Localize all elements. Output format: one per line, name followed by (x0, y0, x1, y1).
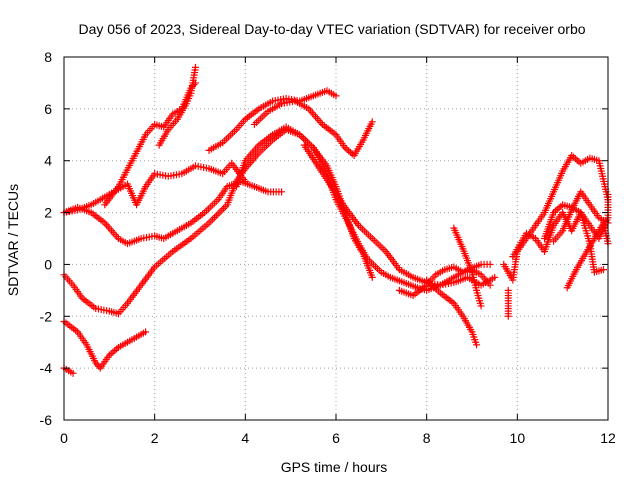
data-point (241, 177, 249, 185)
data-point (553, 205, 561, 213)
data-point (573, 156, 581, 164)
data-points (60, 63, 612, 377)
y-tick-label: 2 (44, 205, 52, 221)
data-point (504, 312, 512, 320)
data-point (343, 145, 351, 153)
data-point (142, 328, 150, 336)
y-axis-label: SDTVAR / TECUs (5, 184, 21, 296)
x-tick-label: 4 (241, 430, 249, 446)
data-point (207, 217, 215, 225)
data-point (69, 369, 77, 377)
data-point (209, 215, 217, 223)
data-point (473, 341, 481, 349)
x-tick-label: 6 (332, 430, 340, 446)
data-point (599, 266, 607, 274)
series-track-b (60, 317, 150, 372)
series-track-c (60, 126, 376, 318)
data-point (368, 273, 376, 281)
y-tick-label: -2 (40, 308, 53, 324)
series-track-h (205, 87, 340, 154)
data-point (93, 361, 101, 369)
series-track-k (300, 141, 499, 289)
data-point (216, 208, 224, 216)
x-tick-label: 0 (60, 430, 68, 446)
y-tick-label: -6 (40, 412, 53, 428)
x-tick-label: 10 (510, 430, 526, 446)
data-point (486, 260, 494, 268)
x-tick-label: 8 (423, 430, 431, 446)
axis-ticks: 0 2 4 6 8 10 12 -6 -4 -2 0 2 4 6 8 (40, 49, 616, 446)
series-track-f (101, 79, 199, 209)
series-track-g (155, 63, 199, 149)
data-point (557, 202, 565, 210)
data-point (109, 348, 117, 356)
data-point (92, 359, 100, 367)
y-tick-label: 8 (44, 49, 52, 65)
series-track-o (504, 286, 512, 320)
data-point (332, 92, 340, 100)
x-axis-label: GPS time / hours (281, 459, 388, 475)
series-track-e (60, 159, 249, 217)
y-tick-label: -4 (40, 360, 53, 376)
data-point (107, 350, 115, 358)
x-tick-label: 2 (151, 430, 159, 446)
data-point (345, 147, 353, 155)
series-track-l (395, 263, 494, 300)
series-track-t (563, 219, 612, 292)
chart-title: Day 056 of 2023, Sidereal Day-to-day VTE… (78, 21, 585, 37)
y-tick-label: 0 (44, 256, 52, 272)
data-point (486, 281, 494, 289)
data-point (191, 63, 199, 71)
x-tick-label: 12 (600, 430, 616, 446)
data-point (491, 273, 499, 281)
data-point (212, 212, 220, 220)
y-tick-label: 4 (44, 153, 52, 169)
data-point (477, 302, 485, 310)
data-point (278, 188, 286, 196)
data-point (347, 148, 355, 156)
y-tick-label: 6 (44, 101, 52, 117)
data-point (111, 347, 119, 355)
data-point (211, 213, 219, 221)
data-point (220, 204, 228, 212)
series-track-m (450, 224, 485, 310)
data-point (368, 118, 376, 126)
data-point (214, 210, 222, 218)
series-track-d (60, 177, 286, 248)
series-track-a (60, 364, 77, 377)
series-track-j (250, 97, 376, 160)
series-track-n (423, 276, 481, 349)
